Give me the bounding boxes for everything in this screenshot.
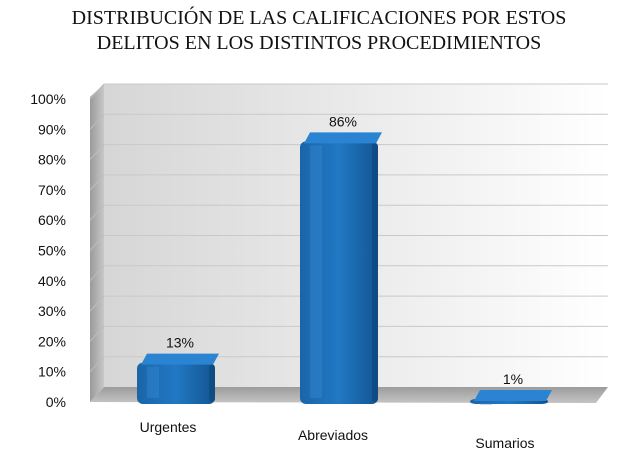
- y-tick-label: 70%: [38, 182, 66, 198]
- bar-side: [372, 143, 378, 403]
- y-tick-label: 50%: [38, 243, 66, 259]
- data-label: 1%: [503, 371, 523, 387]
- y-tick-label: 40%: [38, 273, 66, 289]
- x-category-label: Urgentes: [140, 419, 197, 435]
- x-axis-labels: Urgentes Abreviados Sumarios: [140, 419, 535, 451]
- bar-sumarios: 1%: [470, 371, 552, 405]
- gridline-side: [89, 235, 105, 251]
- gridline-side: [89, 144, 105, 160]
- gridline-side: [89, 356, 105, 373]
- y-tick-label: 80%: [38, 152, 66, 168]
- gridline-side: [89, 326, 105, 342]
- bar-top: [474, 389, 552, 401]
- bars: 13% 86% 1%: [137, 113, 552, 405]
- bar-abreviados: 86%: [300, 113, 382, 405]
- gridline-side: [89, 83, 105, 100]
- y-axis-ticks: 0% 10% 20% 30% 40% 50% 60% 70% 80% 90% 100%: [30, 91, 66, 410]
- bar-side: [209, 364, 215, 402]
- bar-highlight: [480, 402, 492, 405]
- bar-side: [542, 400, 548, 402]
- x-category-label: Abreviados: [298, 427, 368, 443]
- chart-title: DISTRIBUCIÓN DE LAS CALIFICACIONES POR E…: [0, 6, 638, 56]
- chart-title-line-1: DISTRIBUCIÓN DE LAS CALIFICACIONES POR E…: [71, 7, 567, 29]
- gridline-side: [89, 204, 105, 221]
- bar-front: [300, 141, 378, 405]
- bar-highlight: [147, 366, 159, 398]
- data-label: 13%: [166, 335, 194, 351]
- gridline-side: [89, 295, 105, 312]
- y-tick-label: 10%: [38, 364, 66, 380]
- bar-front: [137, 362, 215, 404]
- y-tick-label: 20%: [38, 333, 66, 349]
- y-tick-label: 100%: [30, 91, 66, 107]
- gridline-side: [89, 174, 105, 191]
- bar-top: [304, 132, 382, 144]
- data-label: 86%: [329, 113, 357, 129]
- gridline-side: [89, 265, 105, 282]
- bar-highlight: [310, 145, 322, 398]
- x-category-label: Sumarios: [475, 435, 534, 451]
- bar-top: [141, 353, 219, 365]
- y-tick-label: 60%: [38, 212, 66, 228]
- bar-urgentes: 13%: [137, 335, 219, 404]
- chart-title-line-2: DELITOS EN LOS DISTINTOS PROCEDIMIENTOS: [96, 32, 542, 54]
- y-tick-label: 0%: [46, 394, 66, 410]
- y-tick-label: 30%: [38, 303, 66, 319]
- gridline-side: [89, 113, 105, 130]
- y-tick-label: 90%: [38, 121, 66, 137]
